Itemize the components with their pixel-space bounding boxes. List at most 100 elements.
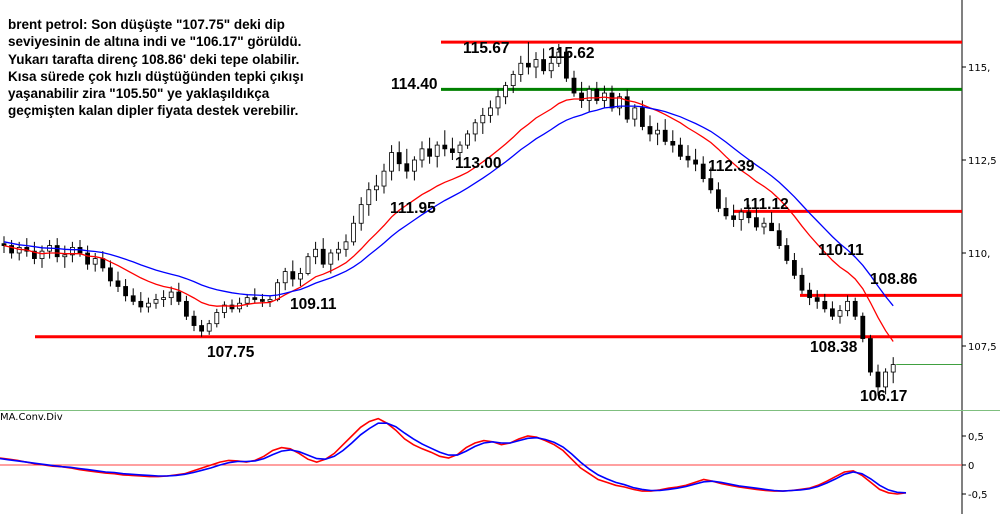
candle-body xyxy=(670,140,676,146)
candle-body xyxy=(183,300,189,317)
candle-body xyxy=(883,371,888,388)
candle-body xyxy=(541,59,546,72)
candle-body xyxy=(229,304,235,310)
candle-body xyxy=(792,260,797,276)
level-annotation: 108.38 xyxy=(810,339,858,356)
candle-body xyxy=(39,250,45,259)
candle-body xyxy=(419,148,425,161)
candle-body xyxy=(108,267,113,282)
candle-body xyxy=(168,291,174,299)
candle-body xyxy=(632,107,638,120)
candle-body xyxy=(837,310,843,317)
candle-body xyxy=(366,189,372,206)
candle-body xyxy=(282,271,288,284)
candle-body xyxy=(662,129,668,142)
candle-body xyxy=(716,189,721,209)
y-tick-label: 115, xyxy=(968,63,990,74)
level-annotation: 114.40 xyxy=(391,76,438,93)
level-annotation: 110.11 xyxy=(818,242,864,259)
candlesticks xyxy=(1,42,896,396)
candle-body xyxy=(259,299,265,302)
commentary-line: brent petrol: Son düşüşte "107.75" deki … xyxy=(8,17,285,32)
candle-body xyxy=(100,258,106,269)
candle-body xyxy=(609,92,615,109)
candle-body xyxy=(138,300,144,308)
candle-body xyxy=(830,308,835,317)
candle-body xyxy=(434,144,440,157)
candle-body xyxy=(761,222,767,228)
candle-body xyxy=(868,338,873,373)
candle-body xyxy=(533,59,539,68)
macd-panel: MA.Conv.Div xyxy=(0,412,962,495)
candle-body xyxy=(845,300,850,312)
commentary-text: brent petrol: Son düşüşte "107.75" deki … xyxy=(8,16,348,120)
y-tick-label: -0,5 xyxy=(968,490,988,501)
candle-body xyxy=(617,96,622,109)
candle-body xyxy=(442,144,448,150)
commentary-line: Yukarı tarafta direnç 108.86' deki tepe … xyxy=(8,51,300,67)
candle-body xyxy=(799,274,805,291)
fast-ma-line xyxy=(3,96,894,342)
candle-body xyxy=(890,364,896,373)
candle-body xyxy=(145,302,151,308)
candle-body xyxy=(852,300,858,317)
candle-body xyxy=(411,159,417,172)
candle-body xyxy=(320,248,326,265)
level-annotation: 115.67 xyxy=(463,40,510,57)
candle-body xyxy=(92,258,98,265)
candle-body xyxy=(579,92,584,101)
level-annotations: 107.75 109.11 111.95 113.00 114.40 115.67 115.… xyxy=(207,40,918,405)
macd-title: MA.Conv.Div xyxy=(0,412,63,423)
candle-body xyxy=(723,207,729,217)
candle-body xyxy=(343,241,349,250)
candle-body xyxy=(624,96,630,120)
candle-body xyxy=(206,323,212,332)
level-annotation: 111.95 xyxy=(390,200,436,217)
macd-axis: 0,5 0 -0,5 xyxy=(962,432,988,501)
candle-body xyxy=(396,152,402,165)
y-tick-label: 110, xyxy=(968,249,990,260)
candle-body xyxy=(495,96,501,109)
candle-body xyxy=(510,74,516,87)
signal-line xyxy=(0,422,907,494)
candle-body xyxy=(708,178,714,191)
candle-body xyxy=(32,250,37,259)
candle-body xyxy=(754,217,759,228)
candle-body xyxy=(9,245,15,254)
candle-body xyxy=(153,299,159,304)
candle-body xyxy=(647,126,653,135)
candle-body xyxy=(335,248,341,254)
candle-body xyxy=(176,291,182,302)
candle-body xyxy=(594,88,600,101)
candle-body xyxy=(221,304,227,313)
candle-body xyxy=(731,215,736,220)
candle-body xyxy=(640,107,645,127)
candle-body xyxy=(373,185,379,191)
candle-body xyxy=(449,148,455,153)
candle-body xyxy=(70,247,75,256)
candle-body xyxy=(427,148,433,157)
candle-body xyxy=(526,62,531,68)
level-annotation: 106.17 xyxy=(860,388,907,405)
commentary-line: seviyesinin de altına indi ve "106.17" g… xyxy=(8,34,302,50)
candle-body xyxy=(480,114,486,124)
candle-body xyxy=(115,280,121,287)
candle-body xyxy=(822,300,828,310)
candle-body xyxy=(655,129,660,135)
candle-body xyxy=(769,222,774,232)
candle-body xyxy=(381,170,387,187)
candle-body xyxy=(199,325,205,332)
candle-body xyxy=(244,297,250,304)
y-tick-label: 107,5 xyxy=(968,342,997,353)
candle-body xyxy=(860,315,866,339)
candle-body xyxy=(161,297,167,300)
candle-body xyxy=(518,62,524,75)
candle-body xyxy=(214,312,220,325)
candle-body xyxy=(678,144,683,157)
level-lines xyxy=(35,40,962,339)
level-annotation: 115.62 xyxy=(548,45,595,62)
level-annotation: 113.00 xyxy=(455,155,502,172)
candle-body xyxy=(746,211,752,219)
candle-body xyxy=(267,299,273,302)
